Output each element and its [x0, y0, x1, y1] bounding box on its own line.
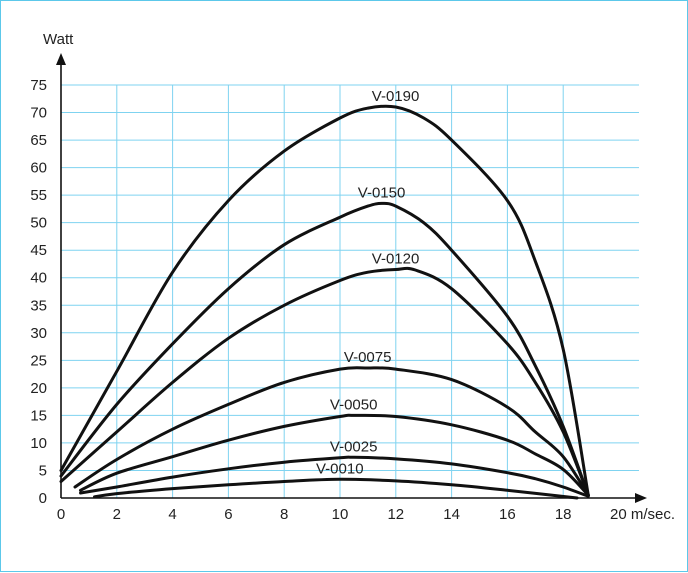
series-lines	[59, 104, 590, 500]
y-tick-label: 35	[30, 297, 47, 314]
x-tick-label: 20 m/sec.	[610, 506, 675, 523]
y-tick-label: 50	[30, 215, 47, 232]
series-line-v-0075	[73, 366, 590, 497]
y-tick-label: 0	[39, 490, 47, 507]
x-tick-label: 4	[168, 506, 176, 523]
axes: Watt	[43, 31, 647, 503]
y-axis-title: Watt	[43, 31, 74, 48]
y-tick-label: 25	[30, 352, 47, 369]
series-label: V-0010	[316, 460, 364, 477]
series-label: V-0190	[372, 88, 420, 105]
series-label: V-0120	[372, 251, 420, 268]
x-axis-arrow-icon	[635, 493, 647, 503]
series-line-v-0010	[93, 477, 579, 500]
series-labels: V-0190 V-0150 V-0120 V-0075 V-0050 V-0025 V-00…	[316, 88, 419, 477]
x-tick-label: 2	[113, 506, 121, 523]
series-line-v-0150	[59, 201, 590, 497]
series-line-v-0120	[59, 266, 590, 497]
series-line-v-0050	[79, 413, 590, 497]
y-axis-arrow-icon	[56, 53, 66, 65]
series-line-v-0025	[79, 455, 590, 498]
x-tick-label: 8	[280, 506, 288, 523]
y-tick-label: 5	[39, 462, 47, 479]
y-tick-label: 20	[30, 380, 47, 397]
y-tick-label: 75	[30, 77, 47, 94]
y-tick-label: 30	[30, 325, 47, 342]
x-tick-label: 6	[224, 506, 232, 523]
x-tick-label: 12	[387, 506, 404, 523]
series-label: V-0025	[330, 438, 378, 455]
x-tick-label: 10	[332, 506, 349, 523]
y-tick-label: 40	[30, 270, 47, 287]
x-tick-label: 14	[443, 506, 460, 523]
y-tick-label: 45	[30, 242, 47, 259]
series-label: V-0075	[344, 349, 392, 366]
y-tick-label: 70	[30, 105, 47, 122]
x-tick-labels: 0 2 4 6 8 10 12 14 16 18 20 m/sec.	[57, 506, 675, 523]
y-tick-label: 10	[30, 435, 47, 452]
x-tick-label: 16	[499, 506, 516, 523]
y-tick-label: 55	[30, 187, 47, 204]
y-tick-label: 15	[30, 407, 47, 424]
y-tick-label: 65	[30, 132, 47, 149]
grid	[61, 84, 639, 498]
series-label: V-0050	[330, 396, 378, 413]
x-tick-label: 18	[555, 506, 572, 523]
y-tick-labels: 0 5 10 15 20 25 30 35 40 45 50 55 60 65 70 75	[30, 77, 47, 507]
series-label: V-0150	[358, 184, 406, 201]
series-line-v-0190	[59, 104, 590, 497]
x-tick-label: 0	[57, 506, 65, 523]
y-tick-label: 60	[30, 160, 47, 177]
